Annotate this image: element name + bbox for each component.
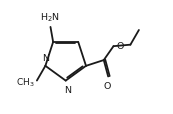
- Text: H$_2$N: H$_2$N: [40, 11, 60, 24]
- Text: N: N: [42, 53, 49, 62]
- Text: O: O: [104, 81, 111, 90]
- Text: O: O: [117, 41, 124, 50]
- Text: N: N: [64, 85, 71, 94]
- Text: CH$_3$: CH$_3$: [16, 76, 34, 88]
